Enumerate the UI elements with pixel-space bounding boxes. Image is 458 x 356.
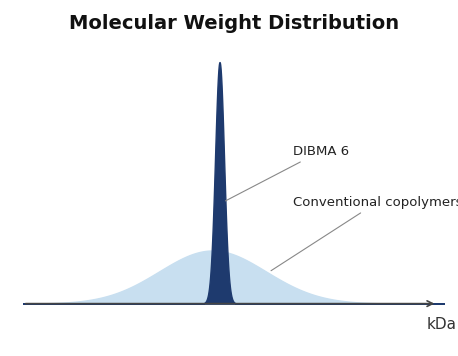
Text: DIBMA 6: DIBMA 6 xyxy=(225,145,349,201)
Text: kDa: kDa xyxy=(426,317,457,332)
Text: Conventional copolymers: Conventional copolymers xyxy=(271,196,458,271)
Title: Molecular Weight Distribution: Molecular Weight Distribution xyxy=(69,14,398,33)
